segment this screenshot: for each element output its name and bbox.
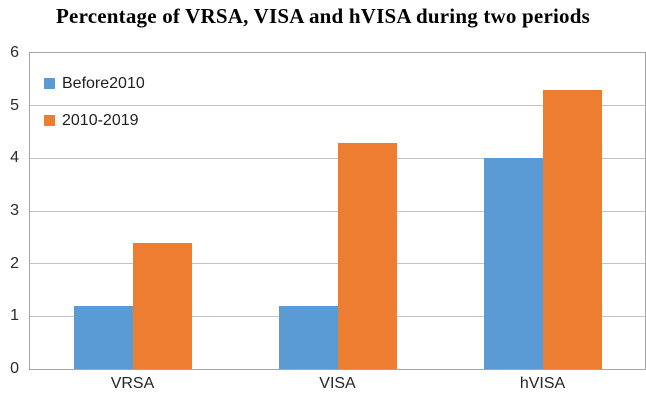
legend-swatch-icon (44, 115, 55, 126)
bar-before2010-vrsa (73, 305, 133, 369)
legend: Before2010 2010-2019 (44, 74, 145, 148)
legend-item-before2010: Before2010 (44, 74, 145, 93)
x-axis-label-vrsa: VRSA (110, 375, 155, 392)
legend-label: Before2010 (62, 74, 145, 92)
legend-label: 2010-2019 (62, 111, 139, 129)
y-axis-tick-5: 5 (10, 96, 19, 114)
y-axis-tick-3: 3 (10, 202, 19, 219)
legend-swatch-icon (44, 78, 55, 89)
gridline-y5 (30, 105, 645, 107)
x-axis-label-hvisa: hVISA (519, 375, 566, 392)
y-axis-tick-1: 1 (10, 307, 19, 325)
chart-title: Percentage of VRSA, VISA and hVISA durin… (56, 4, 590, 28)
legend-item-2010-2019: 2010-2019 (44, 111, 145, 130)
bar-2010-2019-hvisa (542, 89, 602, 369)
y-axis-tick-6: 6 (10, 44, 19, 61)
y-axis-tick-2: 2 (10, 254, 19, 272)
bar-2010-2019-visa (337, 142, 397, 369)
plot-area (29, 52, 646, 370)
bar-before2010-hvisa (483, 158, 543, 369)
y-axis-tick-0: 0 (10, 360, 19, 377)
bar-2010-2019-vrsa (132, 242, 192, 369)
y-axis-tick-4: 4 (10, 149, 19, 167)
bar-before2010-visa (278, 305, 338, 369)
x-axis-label-visa: VISA (319, 375, 356, 392)
